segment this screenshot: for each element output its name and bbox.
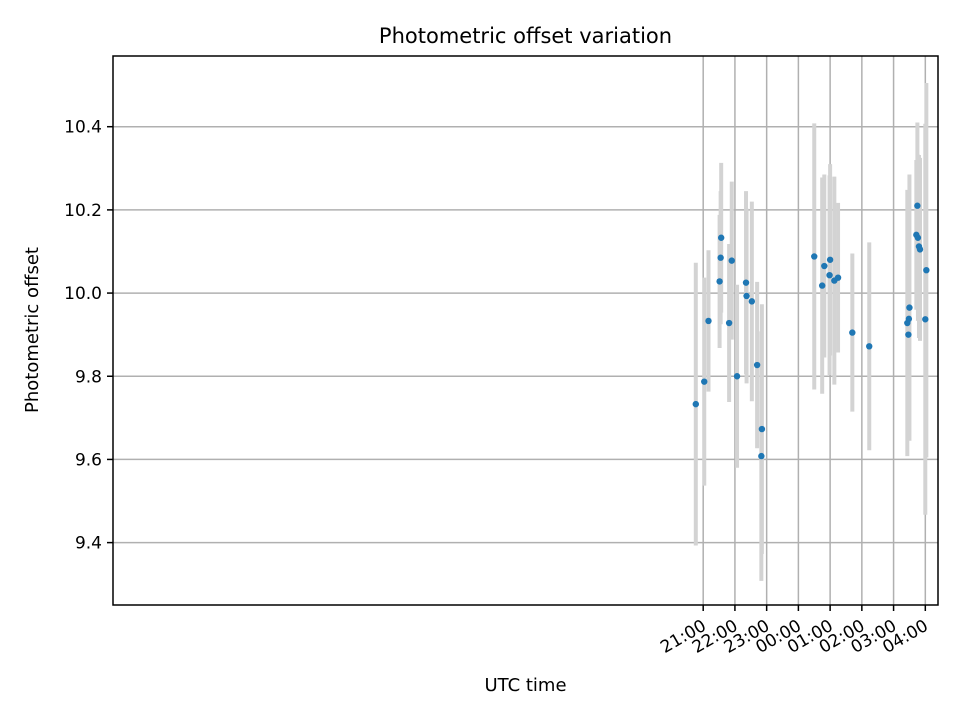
data-point — [849, 329, 856, 336]
y-tick-label: 9.8 — [75, 367, 102, 387]
data-point — [758, 425, 766, 433]
data-point — [717, 234, 725, 241]
data-point — [705, 317, 712, 325]
x-axis-label: UTC time — [484, 675, 566, 696]
data-points — [692, 202, 930, 460]
data-point — [866, 343, 873, 350]
data-point — [818, 282, 826, 289]
data-point — [905, 315, 913, 323]
data-point — [906, 304, 913, 311]
y-axis-label: Photometric offset — [22, 247, 43, 413]
data-point — [753, 361, 761, 369]
y-tick-label: 9.6 — [75, 450, 102, 470]
data-point — [826, 271, 833, 279]
data-point — [923, 266, 930, 274]
y-tick-label: 10.4 — [64, 118, 102, 138]
data-point — [758, 452, 765, 460]
y-tick-label: 10.0 — [64, 284, 102, 304]
data-point — [733, 373, 741, 380]
plot-frame — [112, 55, 939, 606]
data-point — [914, 234, 922, 241]
data-point — [716, 278, 723, 285]
y-tick-label: 9.4 — [75, 534, 102, 554]
data-point — [821, 262, 828, 270]
data-point — [916, 246, 924, 253]
data-point — [725, 319, 733, 327]
data-point — [811, 253, 818, 260]
y-tick-label: 10.2 — [64, 201, 102, 221]
data-point — [728, 257, 735, 264]
data-point — [743, 292, 750, 300]
data-point — [905, 331, 912, 338]
chart-title: Photometric offset variation — [379, 24, 672, 48]
data-point — [692, 400, 699, 408]
data-point — [914, 202, 921, 209]
data-point — [922, 316, 929, 323]
data-point — [748, 298, 756, 305]
data-point — [742, 279, 750, 286]
data-point — [834, 274, 842, 281]
data-point — [826, 256, 834, 263]
data-point — [717, 254, 724, 261]
data-point — [701, 378, 708, 385]
